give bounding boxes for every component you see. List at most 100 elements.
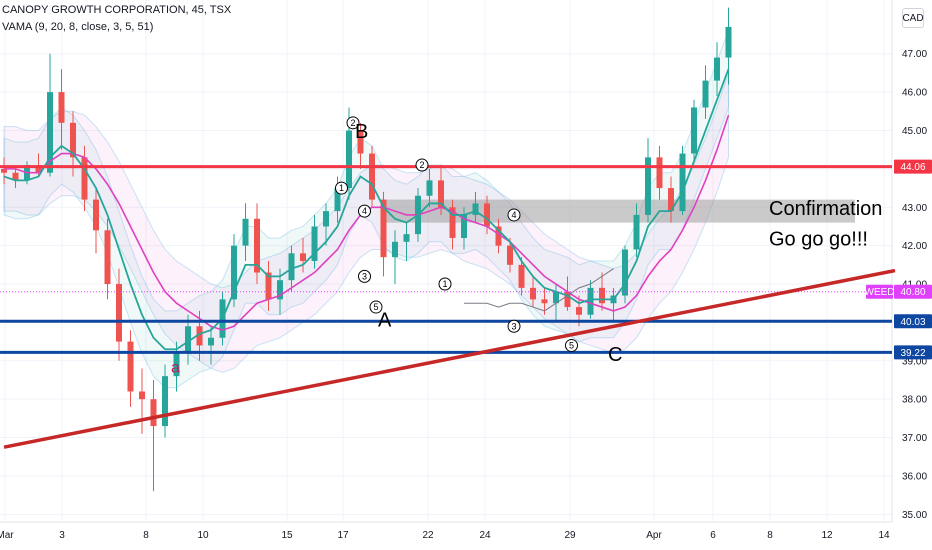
wave-marker-label: 4 <box>511 210 516 220</box>
candle-body <box>116 284 122 342</box>
y-tick-label: 35.00 <box>902 510 927 521</box>
candle-body <box>507 245 513 265</box>
candle-body <box>530 287 536 300</box>
candle-body <box>47 92 53 173</box>
candle-body <box>104 230 111 285</box>
wave-marker-label: 2 <box>350 118 355 128</box>
candle-body <box>265 272 272 300</box>
y-tick-label: 37.00 <box>902 433 927 444</box>
symbol-tag-bg <box>866 284 893 299</box>
candle-body <box>93 199 99 231</box>
candle-body <box>495 226 502 246</box>
wave-marker: 3 <box>358 269 371 283</box>
wave-marker: 3 <box>507 319 521 333</box>
price-tag: 39.22 <box>894 345 932 360</box>
candle-body <box>587 287 594 315</box>
x-tick-label: 24 <box>479 530 491 541</box>
wave-marker: 1 <box>335 181 348 195</box>
wave-marker-label: 5 <box>373 302 378 312</box>
candle-body <box>150 399 157 427</box>
wave-marker: 4 <box>507 208 521 222</box>
candle-body <box>622 249 628 296</box>
indicator-title[interactable]: VAMA (9, 20, 8, close, 3, 5, 51) <box>2 21 154 33</box>
x-tick-label: 17 <box>337 530 349 541</box>
candle-body <box>702 80 709 108</box>
candle-body <box>691 107 697 154</box>
y-tick-label: 39.00 <box>902 356 927 367</box>
wave-marker-label: 1 <box>339 183 344 193</box>
price-tag-text: 40.03 <box>900 317 925 328</box>
wave-marker: 4 <box>358 204 371 218</box>
candle-body <box>334 188 341 212</box>
candle-body <box>461 214 467 238</box>
annotation-text: a <box>171 359 180 376</box>
candle-body <box>599 287 605 304</box>
candle-body <box>288 253 295 281</box>
price-tag-text: 39.22 <box>900 348 925 359</box>
x-tick-label: 12 <box>821 530 833 541</box>
candle-body <box>668 188 674 212</box>
trend-line <box>3 268 896 449</box>
x-tick-label: Mar <box>0 530 14 541</box>
candle-body <box>185 326 191 354</box>
currency-badge[interactable]: CAD <box>902 8 924 28</box>
y-tick-label: 45.00 <box>902 126 927 137</box>
price-tag-text: 40.80 <box>900 287 925 298</box>
candle-body <box>162 376 168 427</box>
candle-body <box>392 241 398 258</box>
candle-body <box>173 353 180 377</box>
path-projection-line <box>464 268 614 312</box>
x-tick-label: Apr <box>646 530 662 541</box>
candle-body <box>714 57 720 81</box>
candle-body <box>311 226 318 261</box>
candle-body <box>645 157 651 215</box>
wave-marker-label: 2 <box>419 160 424 170</box>
candle-body <box>231 245 237 300</box>
wave-marker: 5 <box>565 338 578 352</box>
wave-marker: 2 <box>415 158 429 172</box>
candle-body <box>564 291 571 308</box>
annotation-text: Go go go!!! <box>769 229 868 251</box>
symbol-title[interactable]: CANOPY GROWTH CORPORATION, 45, TSX <box>2 4 232 16</box>
y-tick-label: 42.00 <box>902 241 927 252</box>
price-tag: 40.80 WEED <box>865 284 932 299</box>
wave-marker-circle <box>565 338 578 352</box>
wave-marker-label: 3 <box>362 271 367 281</box>
x-tick-label: 8 <box>767 530 773 541</box>
candle-body <box>35 165 42 173</box>
vama-band-pink <box>3 72 729 373</box>
resistance-zone <box>383 199 855 223</box>
wave-marker-circle <box>369 300 383 314</box>
annotation-text: B <box>355 121 368 143</box>
candle-body <box>277 280 283 300</box>
price-tag-bg <box>894 345 932 360</box>
candle-body <box>242 218 249 246</box>
candle-body <box>553 291 559 304</box>
candle-body <box>472 203 479 215</box>
price-tag: 40.03 <box>894 314 932 329</box>
price-tag: 44.06 <box>894 159 932 174</box>
candle-body <box>725 26 732 58</box>
candle-body <box>196 326 203 346</box>
wave-marker-circle <box>358 269 371 283</box>
wave-marker-circle <box>507 208 521 222</box>
candle-body <box>357 130 364 154</box>
wave-marker-label: 5 <box>569 340 574 350</box>
vama-line-green <box>3 68 730 351</box>
wave-marker-circle <box>438 277 452 291</box>
candle-body <box>208 337 214 346</box>
candle-body <box>323 211 329 227</box>
candle-body <box>254 218 260 273</box>
price-tag-text: 44.06 <box>900 162 925 173</box>
y-tick-label: 38.00 <box>902 395 927 406</box>
candle-body <box>12 172 19 181</box>
candle-body <box>576 307 582 315</box>
wave-marker-label: 1 <box>442 279 447 289</box>
annotation-text: C <box>608 344 622 366</box>
x-tick-label: 14 <box>878 530 890 541</box>
y-tick-label: 47.00 <box>902 49 927 60</box>
wave-marker-circle <box>335 181 348 195</box>
y-tick-label: 43.00 <box>902 203 927 214</box>
